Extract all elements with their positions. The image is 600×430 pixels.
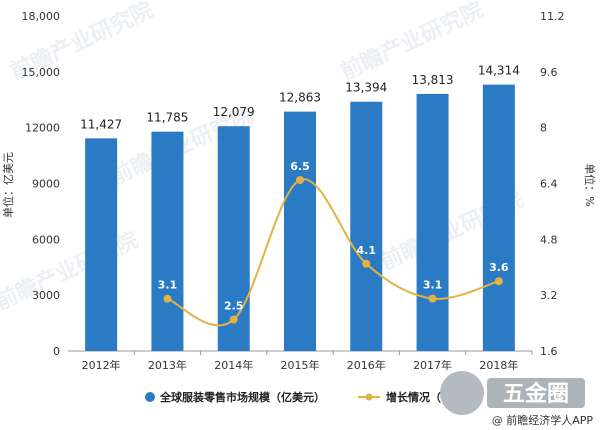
x-tick-label: 2015年 <box>281 358 320 372</box>
legend-line-dot <box>365 393 373 401</box>
y2-tick-label: 3.2 <box>540 289 558 302</box>
x-tick-label: 2012年 <box>82 358 121 372</box>
bar-data-label: 14,314 <box>478 64 520 78</box>
line-data-label: 3.6 <box>489 261 509 274</box>
bar-data-label: 12,863 <box>279 91 321 105</box>
logo-text: 五金圈 <box>503 381 569 407</box>
legend-line-label: 增长情况（ <box>386 390 441 404</box>
y-tick-label: 12000 <box>25 122 60 135</box>
logo-plate <box>487 378 585 408</box>
bar-data-label: 13,813 <box>412 73 454 87</box>
x-tick-label: 2017年 <box>413 358 452 372</box>
bar <box>151 131 184 351</box>
y2-axis-ticks: 1.6 3.2 4.8 6.4 8 9.6 11.2 <box>540 10 565 358</box>
bar <box>350 101 383 351</box>
bar-labels: 11,427 11,785 12,079 12,863 13,394 13,813 14,3… <box>80 64 520 132</box>
bar <box>217 126 250 352</box>
y-tick-label: 3000 <box>32 289 60 302</box>
logo-watermark: 五金圈 @ 前瞻经济学人APP <box>440 371 593 427</box>
y-tick-label: 0 <box>53 345 60 358</box>
x-axis-ticks: 2012年 2013年 2014年 2015年 2016年 2017年 2018年 <box>82 351 533 372</box>
legend-bar-label: 全球服装零售市场规模（亿美元） <box>159 390 325 404</box>
line-point <box>494 277 503 286</box>
line-point <box>428 294 437 303</box>
y2-tick-label: 6.4 <box>540 178 558 191</box>
x-tick-label: 2018年 <box>479 358 518 372</box>
y-tick-label: 18,000 <box>22 10 61 23</box>
line-data-label: 3.1 <box>158 279 178 292</box>
line-data-label: 2.5 <box>224 300 244 313</box>
x-tick-label: 2013年 <box>148 358 187 372</box>
watermark-low-left: 前瞻产业研究院 <box>0 227 142 316</box>
bar <box>284 111 316 351</box>
line-data-label: 4.1 <box>357 244 377 257</box>
bar-data-label: 11,785 <box>146 111 188 125</box>
bar <box>482 84 515 351</box>
bar-series <box>85 84 515 352</box>
x-tick-label: 2016年 <box>347 358 386 372</box>
line-point <box>163 294 172 303</box>
y2-tick-label: 8 <box>540 122 547 135</box>
line-point <box>296 176 304 185</box>
line-series: 3.1 2.5 6.5 4.1 3.1 3.6 <box>158 160 509 327</box>
y-axis-title: 单位：亿美元 <box>1 152 15 218</box>
x-tick-label: 2014年 <box>214 358 253 372</box>
line-point <box>229 315 238 324</box>
y-tick-label: 9000 <box>32 178 60 191</box>
y-tick-label: 15,000 <box>22 66 61 79</box>
bar-data-label: 12,079 <box>213 105 255 119</box>
legend: 全球服装零售市场规模（亿美元） 增长情况（ <box>145 390 441 404</box>
bar <box>85 138 118 351</box>
y2-axis-title: 单位：% <box>583 163 597 206</box>
bar-data-label: 13,394 <box>345 81 387 95</box>
bar <box>416 93 449 352</box>
growth-line <box>167 178 500 327</box>
y-tick-label: 6000 <box>32 233 60 246</box>
y2-tick-label: 9.6 <box>540 66 558 79</box>
y-axis-ticks: 0 3000 6000 9000 12000 15,000 18,000 <box>22 10 61 358</box>
y2-tick-label: 4.8 <box>540 233 558 246</box>
legend-bar-marker <box>145 392 155 402</box>
line-point <box>362 259 371 268</box>
line-data-label: 3.1 <box>423 279 443 292</box>
credit-text: @ 前瞻经济学人APP <box>492 413 594 427</box>
bar-data-label: 11,427 <box>80 117 122 131</box>
y2-tick-label: 11.2 <box>540 10 565 23</box>
logo-circle <box>440 371 484 415</box>
line-data-label: 6.5 <box>290 160 310 173</box>
y2-tick-label: 1.6 <box>540 345 558 358</box>
